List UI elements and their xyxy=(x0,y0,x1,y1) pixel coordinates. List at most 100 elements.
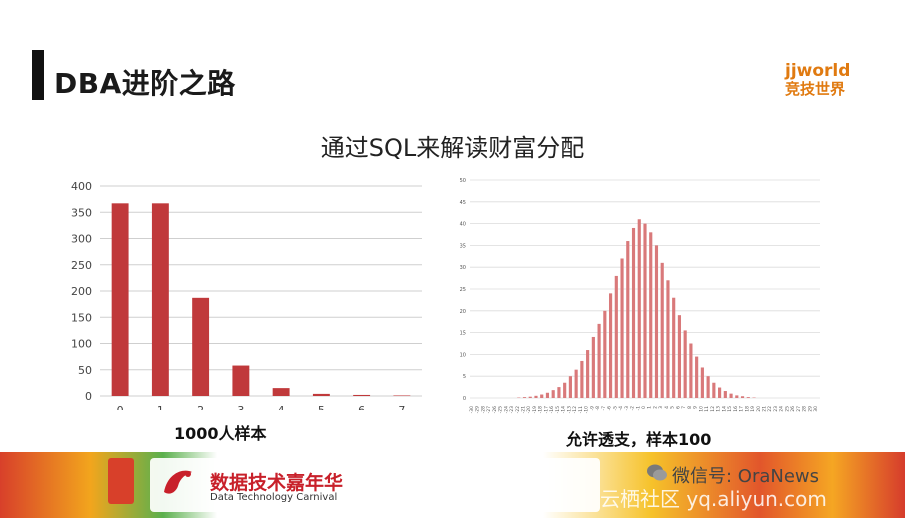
x-tick-label: -21 xyxy=(521,406,527,413)
bar xyxy=(672,297,676,398)
bar xyxy=(563,382,567,398)
x-tick-label: 5 xyxy=(318,404,325,410)
x-tick-label: -27 xyxy=(486,406,492,413)
x-tick-label: 5 xyxy=(670,406,676,409)
x-tick-label: -15 xyxy=(555,406,561,413)
x-tick-label: 1 xyxy=(157,404,164,410)
watermark-text: 云栖社区 yq.aliyun.com xyxy=(600,487,827,511)
x-tick-label: 24 xyxy=(779,406,785,412)
title-accent-bar xyxy=(32,50,44,100)
x-tick-label: -5 xyxy=(612,406,618,411)
y-tick-label: 50 xyxy=(78,364,92,377)
x-tick-label: -19 xyxy=(532,406,538,413)
x-tick-label: -6 xyxy=(607,406,613,411)
y-tick-label: 5 xyxy=(463,374,466,380)
bar xyxy=(654,245,659,398)
x-tick-label: 13 xyxy=(716,406,722,412)
x-tick-label: 2 xyxy=(652,406,658,409)
x-tick-label: 2 xyxy=(197,404,204,410)
left-bar-chart: 0 50 100 150 200 250 300 350 400 0 1 2 3 4 5 6 7 xyxy=(71,180,422,410)
y-tick-label: 0 xyxy=(85,390,92,403)
x-tick-label: 27 xyxy=(796,406,802,412)
bar xyxy=(620,258,624,398)
event-subtitle: Data Technology Carnival xyxy=(210,492,338,503)
x-tick-label: -7 xyxy=(601,406,607,411)
jjworld-logo: jjworld 竞技世界 xyxy=(785,62,865,102)
x-tick-label: -13 xyxy=(566,406,572,413)
x-tick-label: -11 xyxy=(578,406,584,413)
x-tick-label: 6 xyxy=(358,404,365,410)
x-tick-label: 7 xyxy=(681,406,687,409)
y-tick-label: 30 xyxy=(460,265,466,271)
left-chart-caption: 1000人样本 xyxy=(174,424,267,443)
x-tick-label: 10 xyxy=(698,406,704,412)
bar xyxy=(580,360,584,398)
banner-white-panel xyxy=(150,458,600,512)
y-tick-label: 400 xyxy=(71,180,92,193)
wechat-id: 微信号: OraNews xyxy=(672,466,820,487)
bar xyxy=(522,397,527,398)
y-tick-label: 15 xyxy=(460,331,466,337)
x-tick-label: -22 xyxy=(515,406,521,413)
bar xyxy=(597,323,601,398)
bar xyxy=(574,369,578,398)
y-tick-label: 10 xyxy=(460,352,466,358)
bar xyxy=(695,356,699,398)
x-tick-label: 11 xyxy=(704,406,710,412)
x-tick-label: 9 xyxy=(693,406,699,409)
x-tick-label: -30 xyxy=(469,406,475,413)
y-tick-label: 200 xyxy=(71,285,92,298)
x-tick-label: -20 xyxy=(526,406,532,413)
bar xyxy=(192,297,210,396)
x-tick-label: -9 xyxy=(589,406,595,411)
bar xyxy=(649,232,653,398)
x-tick-label: 3 xyxy=(658,406,664,409)
y-tick-label: 250 xyxy=(71,259,92,272)
bar xyxy=(534,395,538,398)
bar xyxy=(551,390,555,398)
x-tick-label: 20 xyxy=(756,406,762,412)
bar xyxy=(746,397,750,398)
bar xyxy=(586,350,590,398)
logo-brand: jjworld xyxy=(785,61,851,81)
x-tick-label: -24 xyxy=(503,406,509,413)
bar xyxy=(393,395,411,396)
slide-title: DBA进阶之路 xyxy=(54,67,236,100)
x-tick-label: 23 xyxy=(773,406,779,412)
x-tick-label: 4 xyxy=(278,404,285,410)
logo-chinese: 竞技世界 xyxy=(785,80,846,98)
x-tick-label: -2 xyxy=(630,406,636,411)
bar xyxy=(626,241,630,398)
x-tick-label: 21 xyxy=(761,406,767,412)
event-badge-icon xyxy=(108,458,134,504)
x-tick-label: -12 xyxy=(572,406,578,413)
bar xyxy=(666,280,670,398)
bar xyxy=(557,387,561,398)
bar xyxy=(528,396,532,398)
y-tick-label: 350 xyxy=(71,206,92,219)
x-tick-label: 26 xyxy=(790,406,796,412)
bar xyxy=(689,343,693,398)
bar xyxy=(603,310,607,398)
bar xyxy=(312,393,330,396)
bar xyxy=(545,392,550,398)
wechat-icon xyxy=(647,464,667,481)
bar xyxy=(683,330,687,398)
x-tick-label: -17 xyxy=(543,406,549,413)
x-tick-label: 12 xyxy=(710,406,716,412)
x-tick-label: -10 xyxy=(584,406,590,413)
slide-subtitle: 通过SQL来解读财富分配 xyxy=(320,134,585,162)
x-tick-label: -25 xyxy=(498,406,504,413)
x-tick-label: -3 xyxy=(624,406,630,411)
x-tick-label: 8 xyxy=(687,406,693,409)
y-tick-label: 45 xyxy=(460,200,466,206)
x-tick-label: -28 xyxy=(480,406,486,413)
x-tick-label: 6 xyxy=(675,406,681,409)
x-tick-label: -18 xyxy=(538,406,544,413)
x-tick-label: -26 xyxy=(492,406,498,413)
x-tick-label: 18 xyxy=(744,406,750,412)
x-tick-label: 22 xyxy=(767,406,773,412)
x-tick-label: 25 xyxy=(784,406,790,412)
bar xyxy=(608,293,613,398)
